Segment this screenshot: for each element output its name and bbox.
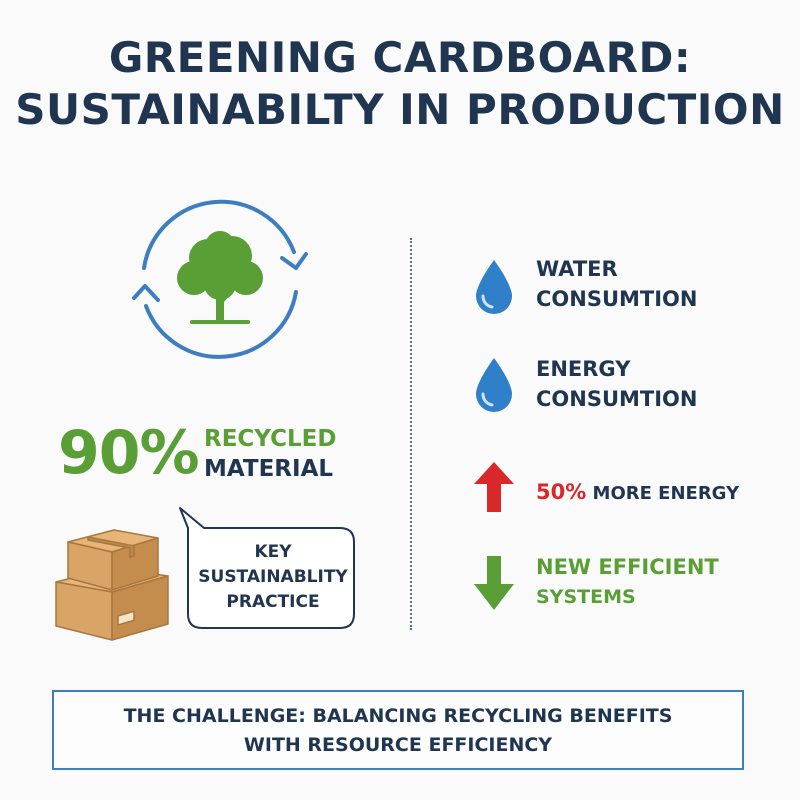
bubble-line-2: SUSTAINABLITY <box>198 567 348 587</box>
recycled-label: RECYCLED MATERIAL <box>204 424 336 484</box>
energy-consumption-label: ENERGY CONSUMTION <box>536 354 697 414</box>
efficient-label-line-1: NEW EFFICIENT <box>536 555 719 579</box>
key-practice-bubble: KEY SUSTAINABLITY PRACTICE <box>168 500 368 640</box>
challenge-box: THE CHALLENGE: BALANCING RECYCLING BENEF… <box>52 690 744 770</box>
water-label-line-1: WATER <box>536 257 618 281</box>
recycled-label-line-2: MATERIAL <box>204 456 334 482</box>
bubble-line-3: PRACTICE <box>226 592 320 612</box>
page-title: GREENING CARDBOARD: SUSTAINABILTY IN PRO… <box>0 32 800 136</box>
green-down-arrow-icon <box>474 556 514 610</box>
recycled-percent: 90% <box>58 418 200 488</box>
water-label-line-2: CONSUMTION <box>536 287 698 311</box>
title-line-1: GREENING CARDBOARD: <box>108 33 692 82</box>
challenge-line-2: WITH RESOURCE EFFICIENCY <box>243 734 553 756</box>
column-divider <box>410 238 412 630</box>
speech-bubble-icon <box>179 507 355 629</box>
cardboard-boxes-icon <box>55 529 169 641</box>
efficient-label-line-2: SYSTEMS <box>536 586 636 608</box>
water-drop-icon <box>476 358 512 412</box>
water-drop-icon <box>476 260 512 314</box>
more-energy-label: 50% MORE ENERGY <box>536 477 739 509</box>
challenge-line-1: THE CHALLENGE: BALANCING RECYCLING BENEF… <box>123 705 673 727</box>
red-up-arrow-icon <box>474 462 514 512</box>
more-energy-percent: 50% <box>536 480 587 504</box>
bubble-line-1: KEY <box>254 542 292 562</box>
title-line-2: SUSTAINABILTY IN PRODUCTION <box>15 85 785 134</box>
water-consumption-label: WATER CONSUMTION <box>536 254 697 314</box>
more-energy-text: MORE ENERGY <box>586 483 740 504</box>
energy-label-line-1: ENERGY <box>536 357 631 381</box>
energy-label-line-2: CONSUMTION <box>536 387 698 411</box>
recycle-tree-icon <box>132 199 308 359</box>
recycled-label-line-1: RECYCLED <box>204 426 337 452</box>
efficient-systems-label: NEW EFFICIENT SYSTEMS <box>536 552 719 612</box>
bubble-text: KEY SUSTAINABLITY PRACTICE <box>194 540 352 615</box>
